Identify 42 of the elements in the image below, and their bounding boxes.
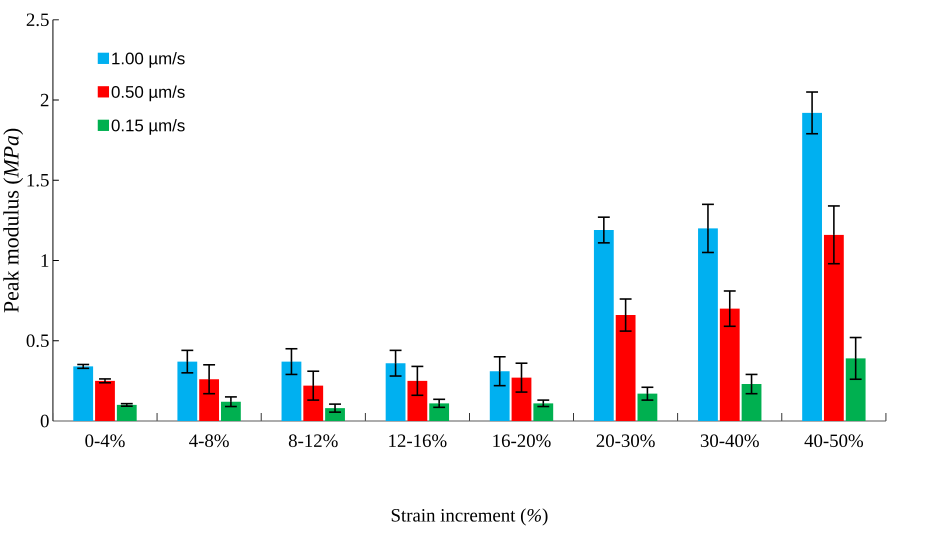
bar xyxy=(95,381,115,422)
bar xyxy=(698,228,718,422)
bar xyxy=(594,230,614,422)
y-tick-label: 1.5 xyxy=(28,174,49,187)
y-tick-label: 0.5 xyxy=(26,334,49,348)
bar xyxy=(720,308,740,422)
bar xyxy=(490,371,510,422)
y-tick-label: 2.5 xyxy=(26,14,49,26)
bar xyxy=(802,113,822,422)
bar xyxy=(533,403,554,422)
x-tick-label: 8-12% xyxy=(288,434,338,448)
bar xyxy=(116,405,137,422)
legend-label: 0.15 µm/s xyxy=(112,119,185,135)
y-tick-label: 1 xyxy=(42,254,48,267)
bar xyxy=(177,362,198,422)
y-tick-label: 2 xyxy=(40,94,48,106)
bar xyxy=(73,366,94,422)
x-tick-label: 16-20% xyxy=(493,434,551,448)
x-tick-label: 0-4% xyxy=(85,434,125,448)
x-tick-label: 20-30% xyxy=(596,434,655,448)
x-tick-label: 30-40% xyxy=(700,434,759,448)
bar xyxy=(199,379,220,422)
bar xyxy=(512,378,532,422)
bar xyxy=(282,362,302,422)
x-tick-label: 12-16% xyxy=(389,434,447,448)
bar xyxy=(407,381,428,422)
bar xyxy=(742,384,762,422)
bar xyxy=(303,386,324,422)
bar xyxy=(824,235,844,422)
bar xyxy=(846,358,866,422)
bar xyxy=(221,402,241,422)
bar xyxy=(616,315,636,422)
bar xyxy=(386,363,406,422)
y-axis-title: Peak modulus (MPa) xyxy=(3,128,24,313)
legend-label: 1.00 µm/s xyxy=(112,52,185,68)
legend-label: 0.50 µm/s xyxy=(112,86,185,102)
y-tick-label: 0 xyxy=(40,414,49,428)
x-tick-label: 40-50% xyxy=(804,434,864,448)
x-axis-title: Strain increment (%) xyxy=(392,508,548,526)
bar xyxy=(638,394,658,422)
bar xyxy=(429,403,450,422)
x-tick-label: 4-8% xyxy=(189,434,229,448)
